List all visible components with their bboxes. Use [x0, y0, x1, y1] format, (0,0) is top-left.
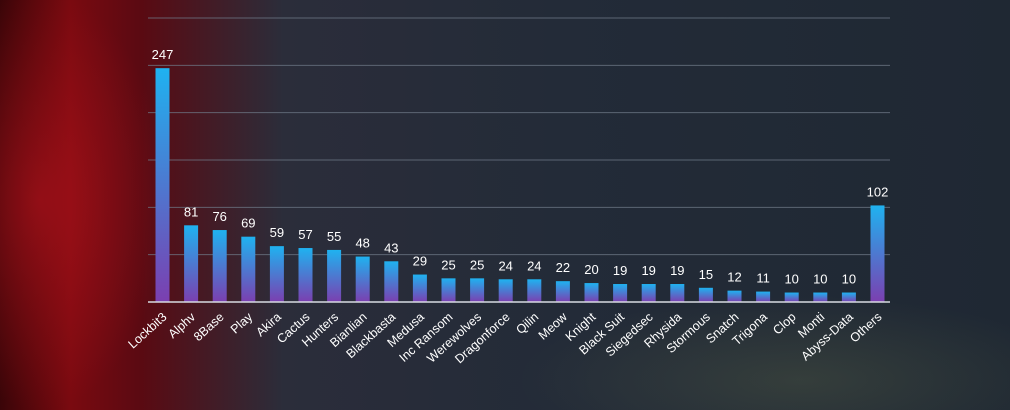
data-label: 10: [784, 272, 798, 287]
bar: [613, 284, 628, 302]
data-label: 55: [327, 229, 341, 244]
data-label: 76: [212, 209, 226, 224]
bar: [641, 284, 656, 302]
bar: [241, 236, 256, 302]
x-tick-label: Lockbit3: [126, 310, 170, 352]
bar: [813, 292, 828, 302]
data-label: 12: [727, 270, 741, 285]
data-label: 11: [756, 271, 770, 286]
bar: [670, 284, 685, 302]
data-label: 57: [298, 227, 312, 242]
data-label: 19: [613, 263, 627, 278]
data-label: 29: [413, 254, 427, 269]
data-label: 10: [842, 272, 856, 287]
value-labels: 247 81 76 69 59 57 55 48 43 29 25 25 24 24 22 20 19 19 19 1…: [152, 47, 889, 286]
data-label: 81: [184, 204, 198, 219]
x-tick-label: Others: [847, 310, 884, 346]
bar: [212, 230, 227, 302]
bar: [384, 261, 399, 302]
bar: [441, 278, 456, 302]
data-label: 24: [527, 258, 541, 273]
x-tick-label: Play: [228, 309, 256, 336]
bar: [470, 278, 485, 302]
data-label: 59: [270, 225, 284, 240]
data-label: 48: [355, 236, 369, 251]
data-label: 247: [152, 47, 174, 62]
bar: [412, 274, 427, 302]
data-label: 25: [470, 257, 484, 272]
bar: [584, 283, 599, 302]
x-tick-label: 8Base: [191, 310, 227, 344]
bar: [555, 281, 570, 302]
data-label: 24: [498, 258, 512, 273]
data-label: 20: [584, 262, 598, 277]
data-label: 43: [384, 240, 398, 255]
data-label: 10: [813, 272, 827, 287]
data-label: 25: [441, 257, 455, 272]
bar: [698, 287, 713, 302]
bar: [155, 68, 170, 302]
bar: [841, 292, 856, 302]
bar: [355, 256, 370, 302]
bar: [784, 292, 799, 302]
bar: [498, 279, 513, 302]
bar: [756, 291, 771, 302]
bar: [269, 246, 284, 302]
x-tick-label: Clop: [770, 310, 799, 338]
data-label: 19: [641, 263, 655, 278]
bars: [155, 68, 885, 302]
data-label: 22: [556, 260, 570, 275]
bar: [727, 290, 742, 302]
bar: [870, 205, 885, 302]
bar: [327, 249, 342, 302]
data-label: 15: [699, 267, 713, 282]
bar: [527, 279, 542, 302]
data-label: 19: [670, 263, 684, 278]
gridlines: [148, 17, 890, 256]
bar: [298, 248, 313, 302]
data-label: 102: [867, 184, 889, 199]
bar: [184, 225, 199, 302]
data-label: 69: [241, 216, 255, 231]
